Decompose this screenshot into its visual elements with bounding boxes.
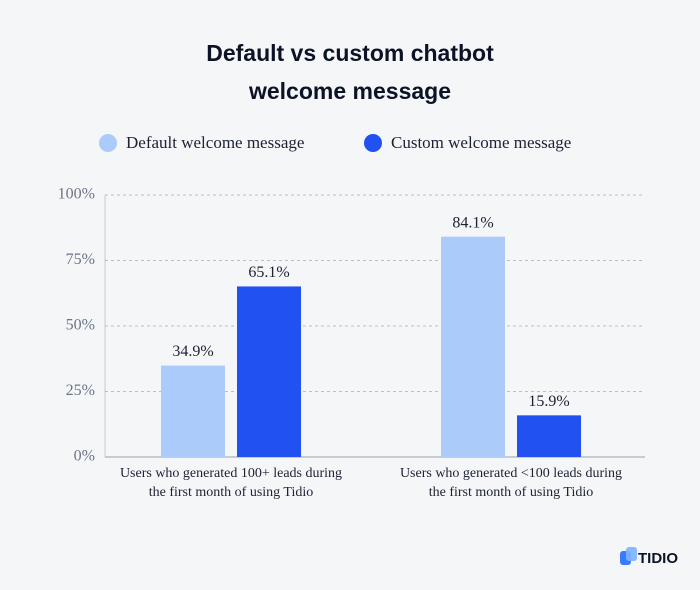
data-label: 84.1% <box>452 214 493 231</box>
logo: TIDIO <box>638 550 678 567</box>
bar <box>517 415 581 457</box>
y-tick-label: 25% <box>66 382 95 399</box>
bar <box>161 365 225 457</box>
data-label: 15.9% <box>528 393 569 410</box>
y-tick-label: 75% <box>66 251 95 268</box>
data-label: 65.1% <box>248 264 289 281</box>
chart-title: Default vs custom chatbot welcome messag… <box>206 40 494 104</box>
logo-icon <box>626 547 637 561</box>
y-tick-label: 100% <box>58 186 95 203</box>
y-tick-label: 0% <box>74 448 95 465</box>
x-tick-label: Users who generated <100 leads during th… <box>399 466 623 500</box>
legend-marker <box>99 134 117 152</box>
legend-label: Default welcome message <box>126 133 304 152</box>
x-tick-label: Users who generated 100+ leads during th… <box>119 466 343 500</box>
bar <box>237 286 301 457</box>
bar <box>441 236 505 457</box>
y-tick-label: 50% <box>66 317 95 334</box>
legend-marker <box>364 134 382 152</box>
data-label: 34.9% <box>172 343 213 360</box>
legend-label: Custom welcome message <box>391 133 571 152</box>
